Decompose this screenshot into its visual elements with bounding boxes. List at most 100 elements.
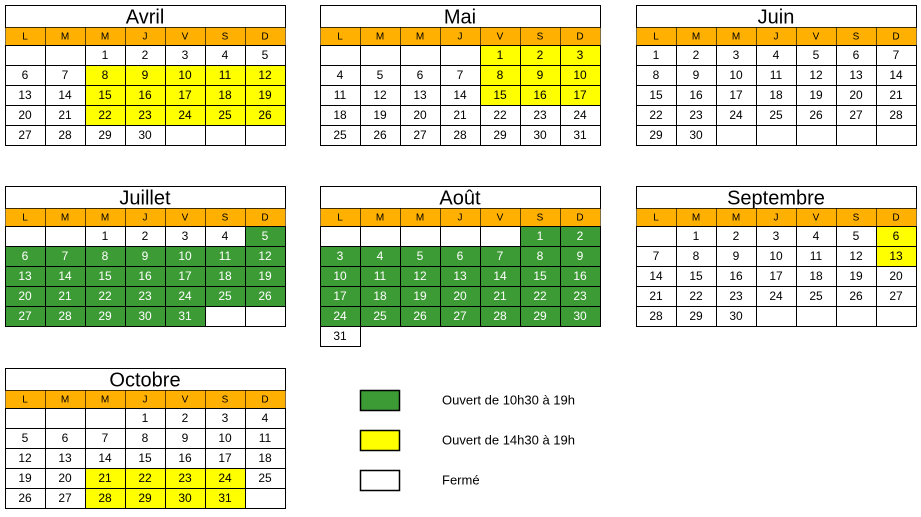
day-cell [320,45,361,66]
day-number: 7 [893,48,900,62]
day-number: 3 [182,48,189,62]
day-number: 29 [98,128,112,142]
day-cell [796,125,837,146]
day-number: 2 [142,229,149,243]
day-number: 30 [689,128,703,142]
day-number: 17 [333,289,347,303]
day-number: 14 [98,451,112,465]
day-number: 10 [573,68,587,82]
day-number: 7 [497,249,504,263]
day-number: 28 [58,309,72,323]
day-number: 7 [62,249,69,263]
day-number: 3 [337,249,344,263]
day-cell [45,226,86,247]
day-number: 8 [693,249,700,263]
day-number: 8 [537,249,544,263]
day-number: 10 [218,431,232,445]
day-number: 10 [729,68,743,82]
legend-swatch [359,429,401,452]
legend-label: Fermé [442,472,480,487]
day-number: 30 [729,309,743,323]
day-number: 29 [533,309,547,323]
day-number: 22 [98,289,112,303]
day-cell [205,125,246,146]
weekday-label: J [143,395,148,406]
month-title: Août [439,187,481,209]
day-number: 21 [889,88,903,102]
day-number: 26 [413,309,427,323]
day-cell [245,488,286,509]
day-number: 5 [262,229,269,243]
month-title: Mai [444,6,476,28]
weekday-label: M [101,395,109,406]
day-number: 11 [770,68,783,82]
day-number: 27 [889,289,903,303]
day-number: 1 [142,411,149,425]
day-number: 2 [537,48,544,62]
day-number: 24 [218,471,232,485]
day-number: 28 [58,128,72,142]
weekday-label: L [653,32,659,43]
day-number: 6 [22,249,29,263]
day-number: 25 [373,309,387,323]
day-cell [205,306,246,327]
day-number: 23 [138,108,152,122]
day-number: 22 [689,289,703,303]
day-number: 17 [769,269,783,283]
day-number: 27 [58,491,72,505]
day-number: 31 [218,491,232,505]
weekday-label: D [261,395,268,406]
day-cell [400,45,441,66]
day-number: 13 [889,249,903,263]
weekday-label: M [101,213,109,224]
weekday-label: S [537,32,544,43]
day-number: 15 [98,269,112,283]
day-number: 2 [142,48,149,62]
weekday-label: M [376,213,384,224]
day-number: 4 [773,48,780,62]
day-number: 20 [18,108,32,122]
day-number: 24 [573,108,587,122]
day-number: 3 [577,48,584,62]
day-number: 2 [693,48,700,62]
weekday-label: V [813,32,820,43]
day-number: 13 [453,269,467,283]
day-number: 13 [413,88,427,102]
day-number: 26 [18,491,32,505]
weekday-label: J [143,32,148,43]
day-number: 14 [493,269,507,283]
day-number: 10 [333,269,347,283]
day-cell [876,125,917,146]
day-number: 15 [493,88,507,102]
weekday-label: L [337,213,343,224]
day-number: 5 [262,48,269,62]
day-number: 11 [334,88,347,102]
weekday-label: M [732,213,740,224]
day-number: 6 [417,68,424,82]
legend-swatch [359,389,401,412]
day-number: 7 [102,431,109,445]
day-number: 14 [453,88,467,102]
day-cell [440,45,481,66]
day-number: 30 [138,309,152,323]
day-number: 4 [222,48,229,62]
day-number: 15 [138,451,152,465]
weekday-label: S [222,395,229,406]
day-cell [440,226,481,247]
day-number: 28 [98,491,112,505]
day-number: 27 [849,108,863,122]
day-cell [560,306,601,327]
day-number: 14 [58,269,72,283]
day-number: 19 [413,289,427,303]
day-number: 20 [413,108,427,122]
day-number: 24 [178,289,192,303]
day-number: 15 [689,269,703,283]
day-number: 18 [769,88,783,102]
weekday-label: D [261,213,268,224]
month-title: Octobre [109,369,180,391]
day-number: 30 [533,128,547,142]
weekday-label: M [101,32,109,43]
day-number: 24 [178,108,192,122]
day-number: 6 [853,48,860,62]
day-number: 13 [849,68,863,82]
